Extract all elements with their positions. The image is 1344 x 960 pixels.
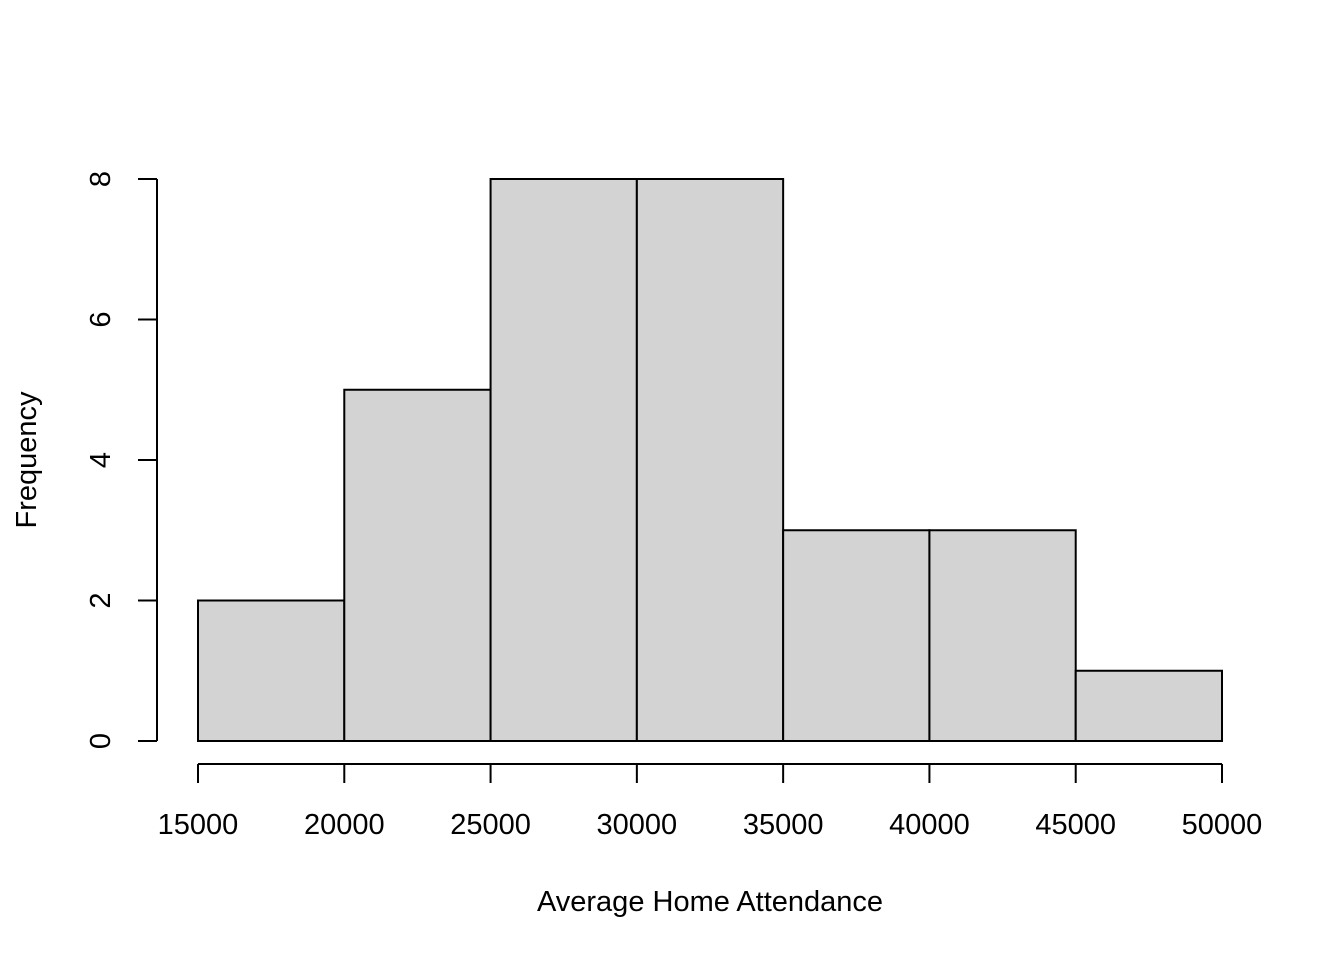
x-tick-label-7: 50000 — [1182, 809, 1263, 841]
y-tick-label-1: 2 — [85, 592, 117, 608]
y-tick-label-0: 0 — [85, 733, 117, 749]
histogram-bar-1 — [343, 388, 492, 742]
x-axis: 15000 20000 25000 30000 35000 40000 45000 50000 — [158, 763, 1263, 841]
x-tick-label-0: 15000 — [158, 809, 239, 841]
histogram-bar-5 — [928, 529, 1077, 742]
x-tick-label-4: 35000 — [743, 809, 824, 841]
y-tick-label-4: 8 — [85, 171, 117, 187]
y-axis: 0 2 4 6 8 — [85, 171, 158, 749]
x-tick-label-6: 45000 — [1035, 809, 1116, 841]
y-tick-label-3: 6 — [85, 311, 117, 327]
histogram-bars — [197, 178, 1223, 742]
y-axis-title: Frequency — [11, 391, 43, 529]
x-tick-label-3: 30000 — [597, 809, 678, 841]
histogram-bar-3 — [635, 178, 785, 742]
x-tick-label-2: 25000 — [450, 809, 531, 841]
x-tick-label-1: 20000 — [304, 809, 385, 841]
x-tick-label-5: 40000 — [889, 809, 970, 841]
histogram-bar-2 — [489, 178, 638, 742]
x-axis-title: Average Home Attendance — [537, 886, 883, 918]
y-tick-label-2: 4 — [85, 452, 117, 468]
histogram-bar-4 — [782, 529, 931, 742]
histogram-bar-0 — [197, 599, 346, 742]
histogram-bar-6 — [1074, 669, 1223, 742]
